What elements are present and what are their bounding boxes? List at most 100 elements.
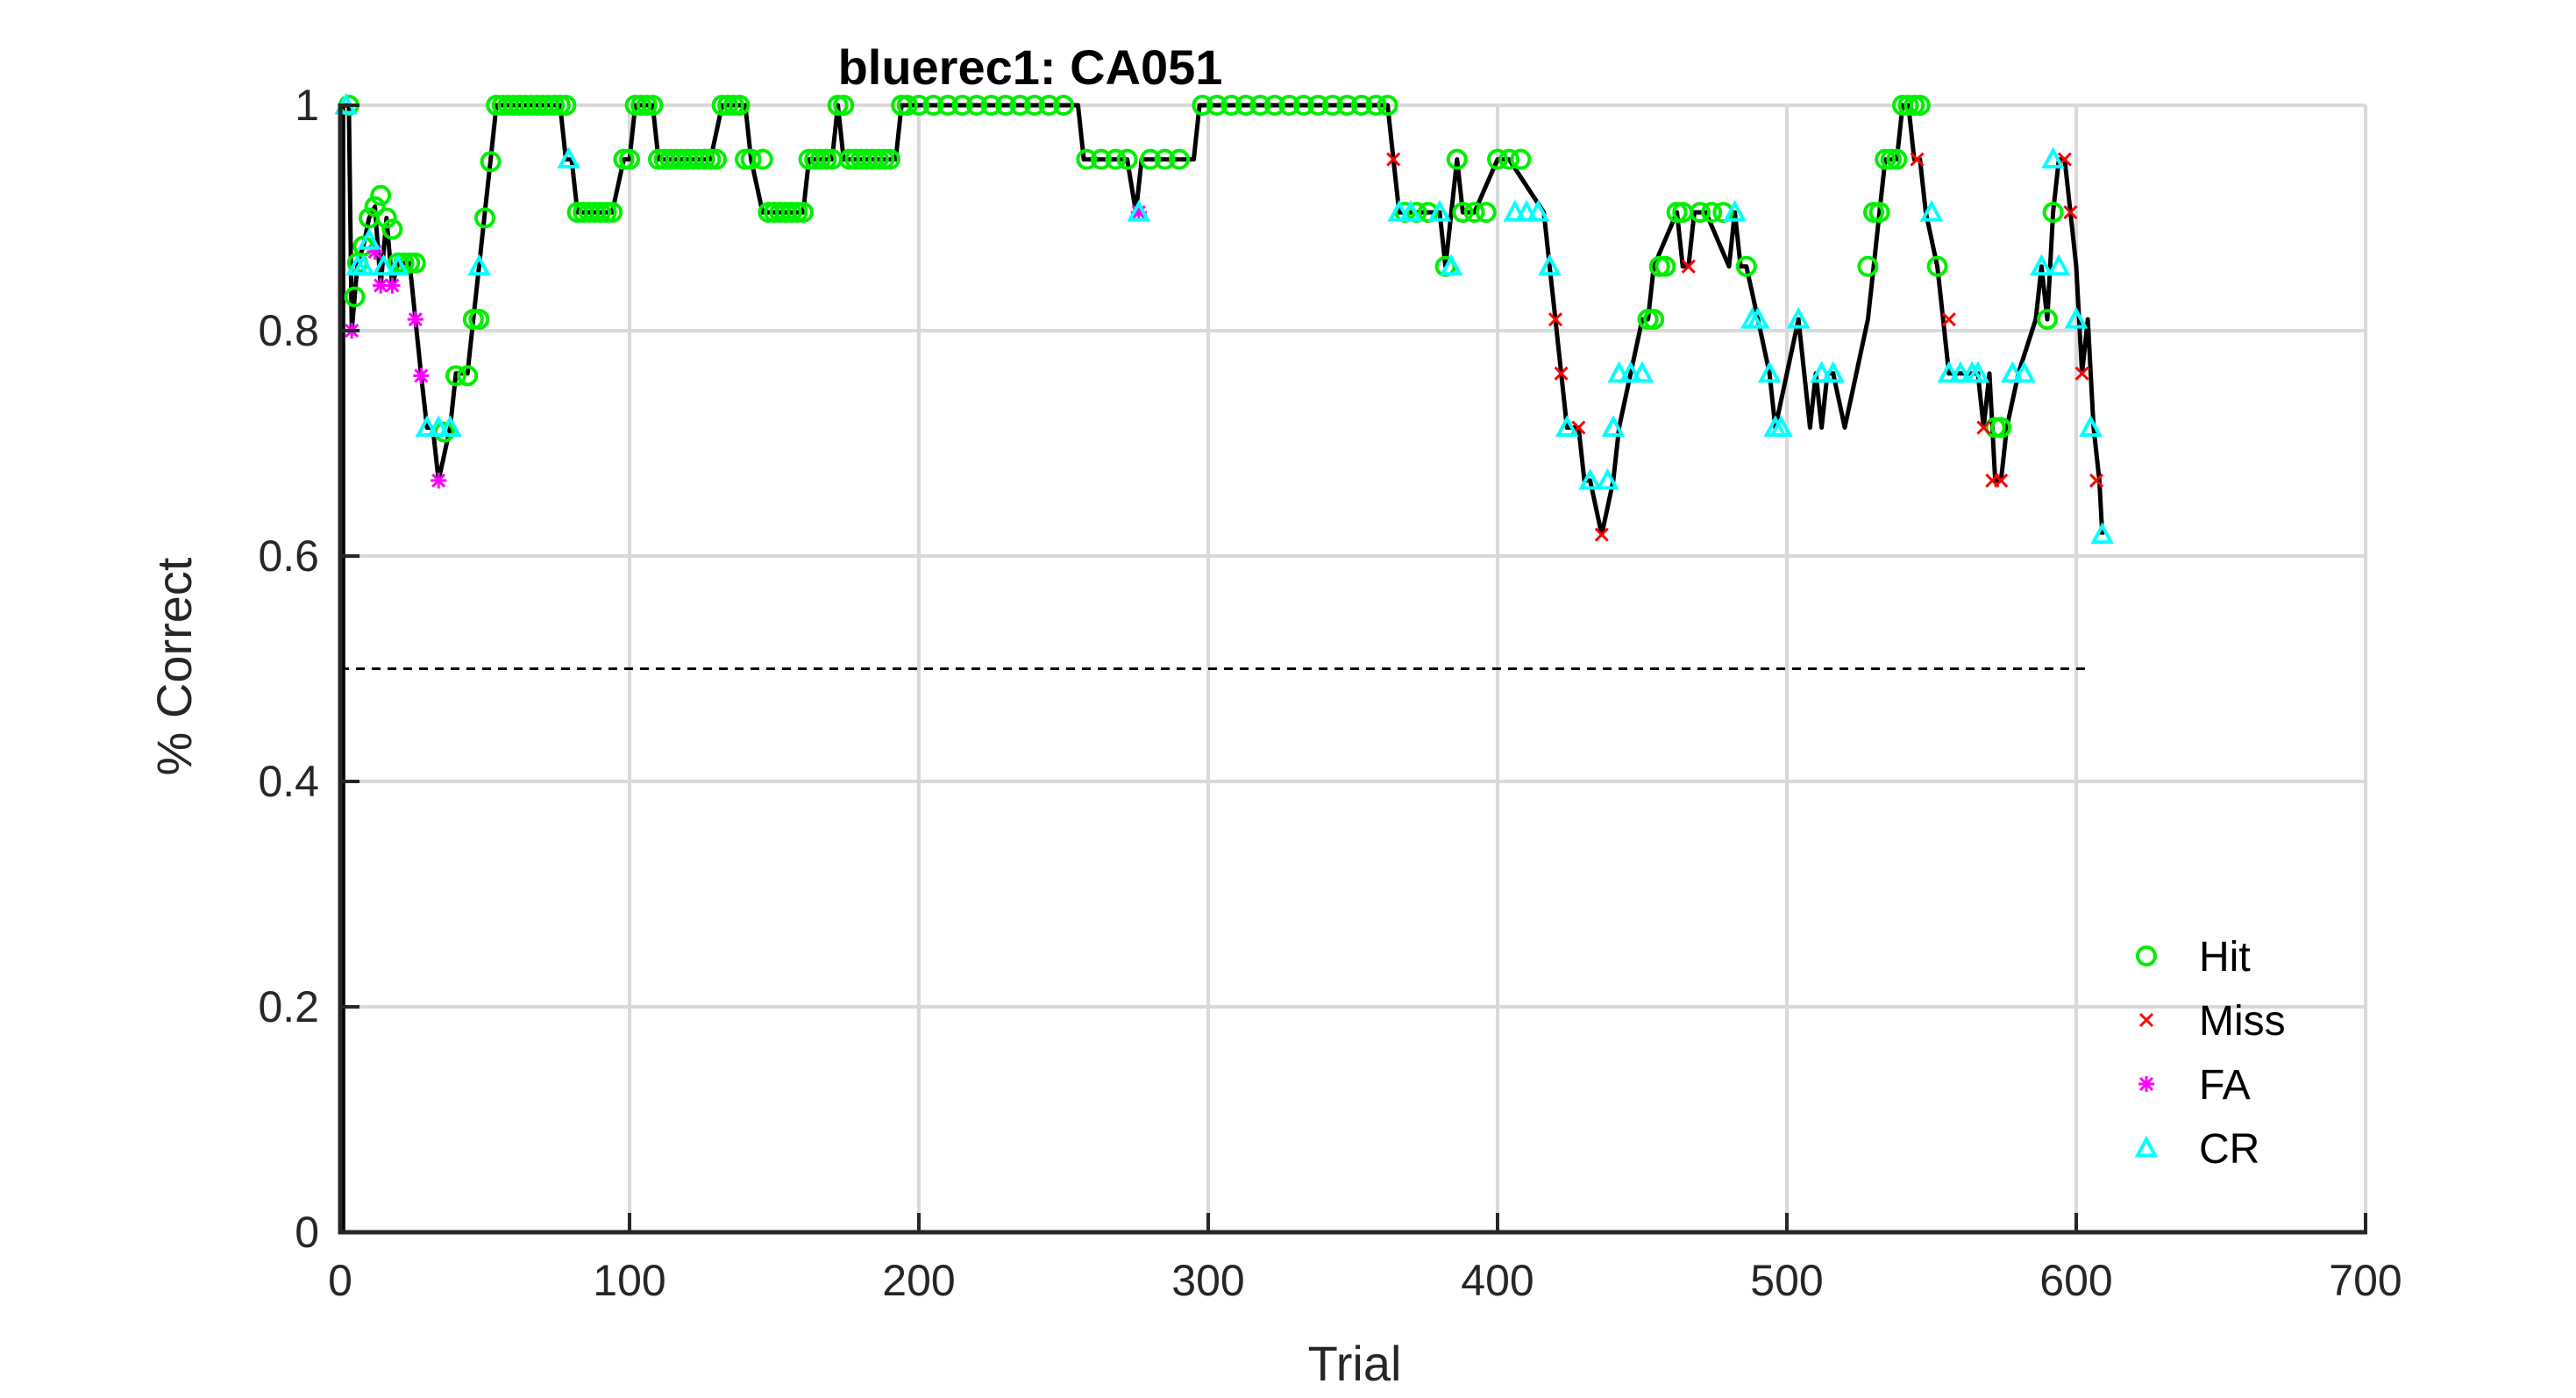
cr-point	[2090, 522, 2115, 545]
legend-label-miss: Miss	[2199, 998, 2286, 1045]
hit-point	[1235, 95, 1256, 116]
y-tick-label: 0	[295, 1208, 319, 1257]
hit-point	[1510, 148, 1532, 170]
cr-point	[1948, 360, 1973, 383]
y-tick-label: 0.2	[258, 982, 319, 1031]
cr-point	[2046, 253, 2071, 276]
hit-point	[1076, 148, 1098, 170]
hit-point	[1446, 148, 1468, 170]
hit-point	[706, 148, 727, 170]
tick-labels: 0 100 200 300 400 500 600 700 0 0.2 0.4 0.6 0.8 1	[258, 81, 2402, 1305]
x-tick-label: 700	[2329, 1256, 2402, 1305]
hit-point	[1307, 95, 1329, 116]
hit-point	[480, 151, 502, 173]
cr-point	[1596, 467, 1619, 490]
cr-point	[1398, 199, 1423, 222]
hit-point	[457, 365, 479, 387]
hit-point	[1140, 148, 1161, 170]
miss-point	[1386, 152, 1401, 167]
x-tick-label: 200	[882, 1256, 955, 1305]
fa-point	[384, 277, 401, 294]
cr-point	[415, 415, 439, 438]
cr-point	[357, 227, 381, 250]
hit-point	[445, 365, 466, 387]
miss-stroke	[1681, 259, 1696, 274]
cr-point	[1526, 199, 1550, 222]
x-tick-label: 500	[1750, 1256, 1823, 1305]
cr-point	[2001, 360, 2025, 383]
legend-item-miss: Miss	[2138, 998, 2286, 1045]
miss-stroke	[1554, 366, 1569, 381]
hit-point	[555, 95, 577, 116]
hit-point	[1192, 95, 1213, 116]
hit-point	[1990, 417, 2012, 439]
hit-point	[1038, 95, 1060, 116]
miss-point	[2063, 205, 2078, 220]
hit-point	[951, 95, 973, 116]
cr-point	[372, 253, 395, 276]
legend-label-fa: FA	[2199, 1062, 2251, 1109]
miss-stroke	[1386, 152, 1401, 167]
miss-stroke	[2074, 366, 2089, 381]
hit-point	[1321, 95, 1343, 116]
hit-point	[381, 218, 403, 240]
cr-point	[2079, 415, 2103, 438]
hit-point	[1643, 309, 1665, 331]
hit-point	[619, 148, 640, 170]
cr-point	[1769, 415, 1793, 438]
hit-point	[370, 184, 392, 206]
legend-label-cr: CR	[2199, 1126, 2259, 1173]
hit-point	[1735, 255, 1757, 277]
hit-point	[1475, 202, 1497, 224]
miss-stroke	[1941, 312, 1956, 327]
cr-point	[1937, 360, 1961, 383]
hit-point	[1857, 255, 1879, 277]
miss-point	[1554, 366, 1569, 381]
legend-marker-fa	[2138, 1075, 2155, 1093]
hit-point	[879, 148, 900, 170]
series-hit	[338, 95, 2064, 443]
cr-point	[1619, 360, 1643, 383]
hit-point	[1365, 95, 1387, 116]
hit-point	[937, 95, 958, 116]
cr-point	[1757, 360, 1782, 383]
y-tick-label: 0.4	[258, 757, 319, 806]
miss-stroke	[1976, 420, 1991, 435]
hit-point	[1463, 202, 1485, 224]
hit-point	[1377, 95, 1398, 116]
y-tick-label: 0.8	[258, 306, 319, 355]
cr-point	[1503, 199, 1527, 222]
legend-marker-cr	[2134, 1135, 2159, 1158]
hit-point	[1249, 95, 1271, 116]
y-axis-label: % Correct	[146, 557, 202, 775]
hit-point	[1498, 148, 1520, 170]
hit-point	[1220, 95, 1242, 116]
x-tick-label: 600	[2039, 1256, 2112, 1305]
fa-point	[373, 277, 389, 294]
performance-line-group	[340, 103, 2105, 1232]
cr-point	[352, 253, 375, 276]
cr-point	[1439, 253, 1463, 276]
hit-point	[896, 95, 918, 116]
hit-point	[1206, 95, 1228, 116]
hit-point	[980, 95, 1002, 116]
hit-point	[1350, 95, 1372, 116]
y-tick-label: 0.6	[258, 531, 319, 581]
cr-point	[1607, 360, 1631, 383]
hit-point	[740, 148, 762, 170]
hit-point	[1487, 148, 1508, 170]
hit-point	[375, 207, 397, 229]
hit-point	[1701, 202, 1723, 224]
hit-point	[1105, 148, 1127, 170]
legend-label-hit: Hit	[2199, 934, 2251, 981]
hit-point	[601, 202, 623, 224]
hit-point	[1909, 95, 1931, 116]
chart-title: bluerec1: CA051	[838, 39, 1223, 95]
fa-point	[413, 367, 430, 384]
hit-point	[922, 95, 944, 116]
cr-point	[557, 146, 581, 169]
hit-point	[1278, 95, 1300, 116]
miss-stroke	[2063, 205, 2078, 220]
